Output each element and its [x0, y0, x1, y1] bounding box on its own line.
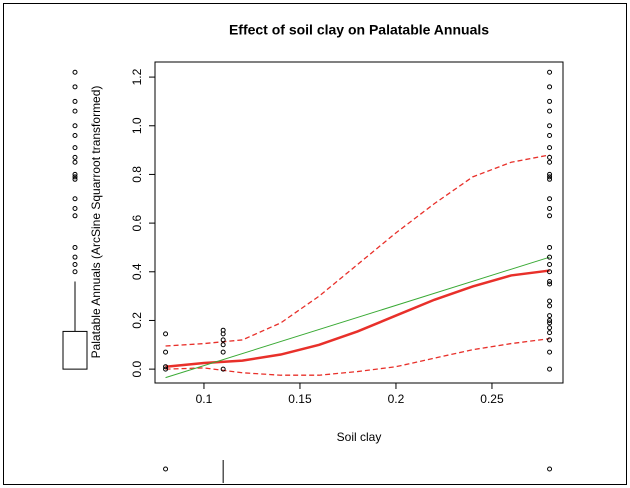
y-outlier — [72, 213, 78, 219]
y-outlier — [72, 261, 78, 267]
point — [547, 98, 553, 104]
point — [547, 349, 553, 355]
y-outlier — [72, 84, 78, 90]
y-tick-label: 1.0 — [130, 117, 144, 134]
point — [547, 145, 553, 151]
point — [547, 159, 553, 165]
y-outlier — [72, 132, 78, 138]
curve — [165, 256, 550, 379]
y-outlier — [72, 69, 78, 75]
y-outlier — [72, 159, 78, 165]
point — [547, 317, 553, 323]
curve — [165, 154, 550, 347]
plot-box — [154, 61, 564, 384]
point — [547, 69, 553, 75]
point — [547, 254, 553, 260]
point — [547, 366, 553, 372]
x-outlier — [547, 466, 553, 472]
y-outlier — [72, 171, 78, 177]
y-outlier — [72, 269, 78, 275]
point — [547, 206, 553, 212]
point — [547, 330, 553, 336]
y-outlier — [72, 108, 78, 114]
y-outlier — [72, 206, 78, 212]
y-outlier — [72, 154, 78, 160]
point — [547, 281, 553, 287]
y-outlier — [72, 123, 78, 129]
y-tick-label: 0.8 — [130, 166, 144, 183]
y-tick-label: 0.4 — [130, 263, 144, 280]
point — [163, 366, 169, 372]
y-outlier — [72, 145, 78, 151]
x-tick-label: 0.2 — [388, 392, 405, 406]
point — [220, 337, 226, 343]
frame — [3, 3, 627, 485]
point — [220, 349, 226, 355]
y-tick-label: 0.0 — [130, 360, 144, 377]
point — [547, 279, 553, 285]
x-outlier — [163, 466, 169, 472]
point — [547, 337, 553, 343]
point — [220, 331, 226, 337]
chart-title: Effect of soil clay on Palatable Annuals — [229, 22, 489, 38]
y-outlier — [72, 176, 78, 182]
point — [547, 123, 553, 129]
y-outlier — [72, 174, 78, 180]
x-tick-label: 0.1 — [196, 392, 213, 406]
y-tick-label: 0.2 — [130, 312, 144, 329]
x-tick-label: 0.15 — [288, 392, 312, 406]
point — [163, 364, 169, 370]
y-tick-label: 0.6 — [130, 214, 144, 231]
point — [547, 244, 553, 250]
point — [547, 320, 553, 326]
x-tick-label: 0.25 — [480, 392, 504, 406]
point — [547, 108, 553, 114]
point — [547, 84, 553, 90]
y-outlier — [72, 196, 78, 202]
y-box — [62, 330, 88, 370]
point — [163, 331, 169, 337]
point — [547, 269, 553, 275]
x-axis-label: Soil clay — [337, 430, 382, 444]
point — [547, 261, 553, 267]
point — [547, 174, 553, 180]
y-outlier — [72, 254, 78, 260]
point — [220, 366, 226, 372]
point — [547, 176, 553, 182]
y-outlier — [72, 244, 78, 250]
y-outlier — [72, 98, 78, 104]
point — [547, 213, 553, 219]
point — [547, 303, 553, 309]
point — [163, 349, 169, 355]
y-tick-label: 1.2 — [130, 68, 144, 85]
point — [547, 154, 553, 160]
point — [547, 132, 553, 138]
point — [547, 171, 553, 177]
point — [547, 196, 553, 202]
point — [547, 325, 553, 331]
curve — [165, 338, 550, 376]
point — [547, 313, 553, 319]
y-axis-label: Palatable Annuals (ArcSine Squarroot tra… — [89, 86, 103, 359]
point — [220, 342, 226, 348]
point — [547, 298, 553, 304]
curve — [165, 269, 550, 368]
